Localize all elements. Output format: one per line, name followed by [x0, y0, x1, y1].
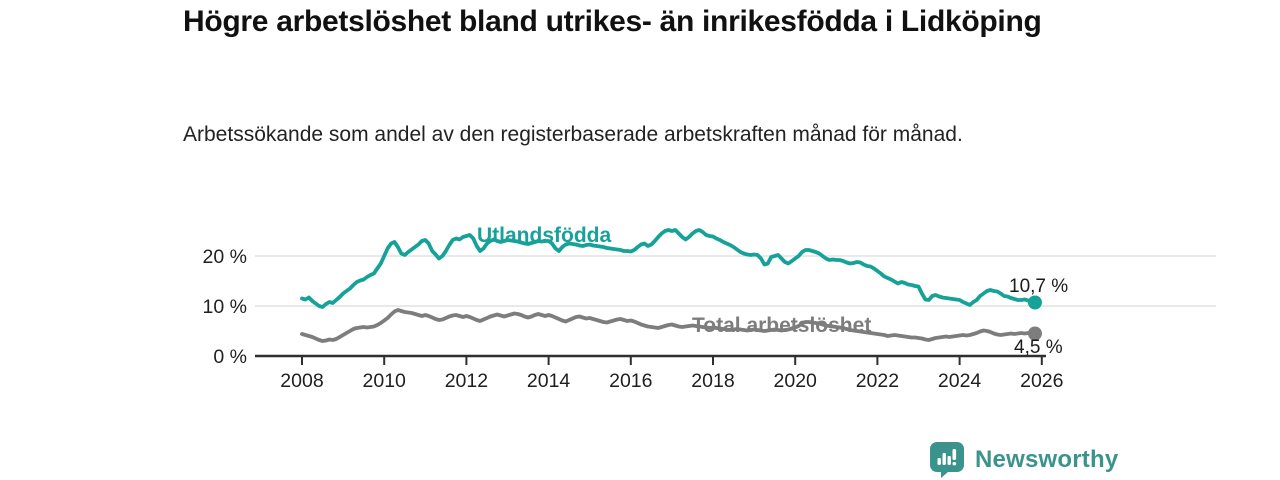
- x-tick-label: 2014: [527, 370, 571, 392]
- x-tick-label: 2026: [1020, 370, 1063, 392]
- end-value-label-total: 4,5 %: [1014, 337, 1063, 358]
- x-tick-label: 2010: [363, 370, 407, 392]
- end-value-label-utlandsfodda: 10,7 %: [1009, 276, 1069, 297]
- x-tick-label: 2022: [856, 370, 899, 392]
- page-title: Högre arbetslöshet bland utrikes- än inr…: [183, 5, 1042, 38]
- y-tick-label: 20 %: [203, 246, 247, 268]
- series-end-dot-utlandsfodda: [1027, 295, 1042, 310]
- bar-chart-bubble-icon: [930, 442, 964, 478]
- series-label-utlandsfodda: Utlandsfödda: [477, 224, 612, 247]
- newsworthy-logo: Newsworthy: [929, 441, 1118, 478]
- newsworthy-wordmark: Newsworthy: [975, 445, 1119, 473]
- series-line-total: [300, 308, 1037, 343]
- series-label-total-arbetsloshet: Total arbetslöshet: [692, 314, 872, 337]
- y-tick-label: 0 %: [213, 346, 247, 368]
- series-line-utlandsfodda: [300, 228, 1037, 309]
- x-tick-label: 2016: [609, 370, 652, 392]
- x-tick-label: 2018: [691, 370, 734, 392]
- x-tick-label: 2008: [280, 370, 323, 392]
- series-end-dot-total: [1027, 326, 1042, 341]
- x-tick-label: 2024: [938, 370, 982, 392]
- x-tick-label: 2020: [774, 370, 818, 392]
- chart-subtitle: Arbetssökande som andel av den registerb…: [183, 123, 963, 146]
- y-tick-label: 10 %: [203, 296, 247, 318]
- x-tick-label: 2012: [445, 370, 488, 392]
